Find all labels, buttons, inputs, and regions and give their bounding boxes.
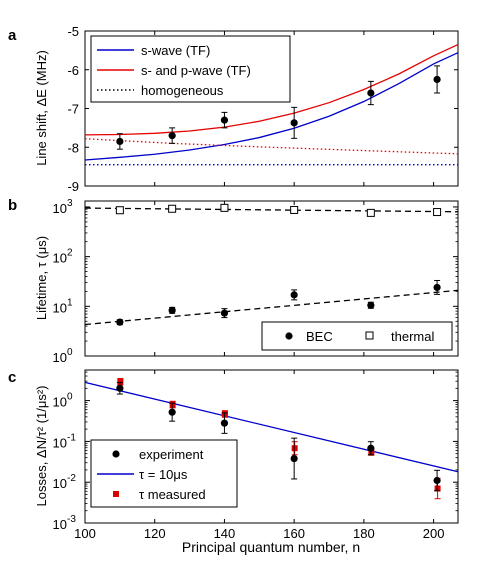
panel-c-ylabel: Losses, ΔN/τ² (1/μs²)	[34, 386, 49, 507]
panel-a: -9 -8 -7 -6 -5 a Line shift, ΔE (MHz) s-wave…	[8, 24, 459, 194]
panel-c-label: c	[8, 369, 16, 386]
x-axis-label: Principal quantum number, n	[182, 539, 360, 555]
data-point	[367, 89, 375, 97]
data-point	[433, 75, 441, 84]
experiment-point	[433, 476, 441, 485]
panel-b-legend: BEC thermal	[261, 321, 453, 351]
legend-tau10-label: τ = 10μs	[139, 467, 188, 482]
thermal-point	[366, 208, 375, 217]
x-tick-label: 200	[423, 526, 445, 541]
y-tick-label: 10	[53, 251, 67, 266]
panel-b-legend-box	[261, 321, 453, 351]
y-tick-label: -5	[67, 24, 79, 39]
bec-point	[116, 318, 124, 326]
bec-point	[433, 283, 441, 292]
y-tick-label: 10	[53, 435, 67, 450]
panel-c-legend: experiment τ = 10μs τ measured	[90, 439, 238, 508]
panel-a-ylabel: Line shift, ΔE (MHz)	[34, 50, 49, 166]
y-tick-label: 10	[53, 476, 67, 491]
bec-point	[220, 309, 229, 317]
y-tick-exponent: 0	[67, 347, 73, 358]
y-tick-label: -6	[67, 63, 79, 78]
bec-point	[367, 301, 375, 309]
legend-bec-marker	[285, 332, 293, 340]
legend-spwave-label: s- and p-wave (TF)	[141, 63, 251, 78]
experiment-point	[168, 408, 176, 416]
y-tick-exponent: -3	[67, 514, 76, 525]
y-tick-label: -9	[67, 179, 79, 194]
y-tick-label: -7	[67, 102, 79, 117]
panel-a-legend: s-wave (TF) s- and p-wave (TF) homogeneo…	[90, 35, 291, 103]
legend-tau-measured-marker	[113, 491, 119, 497]
x-tick-label: 160	[283, 526, 305, 541]
y-tick-exponent: 3	[67, 198, 73, 209]
bec-point	[168, 306, 176, 314]
y-tick-label: -8	[67, 140, 79, 155]
x-tick-label: 100	[74, 526, 96, 541]
experiment-point	[116, 384, 124, 392]
x-tick-label: 180	[353, 526, 375, 541]
x-tick-labels: 100 120 140 160 180 200	[74, 526, 444, 541]
tau10-fit-line	[84, 381, 459, 473]
panel-a-legend-box	[90, 35, 291, 103]
legend-homogeneous-label: homogeneous	[141, 83, 224, 98]
bec-fit-line	[84, 289, 459, 326]
data-point	[220, 116, 229, 124]
x-tick-label: 120	[144, 526, 166, 541]
y-tick-exponent: 2	[67, 248, 73, 259]
panel-b-ylabel: Lifetime, τ (μs)	[34, 236, 49, 320]
y-tick-exponent: -2	[67, 473, 76, 484]
y-tick-exponent: 0	[67, 392, 73, 403]
y-tick-label: 10	[53, 517, 67, 532]
legend-experiment-label: experiment	[139, 447, 204, 462]
thermal-point	[433, 208, 442, 217]
tau-measured-point	[117, 378, 124, 385]
y-tick-label: 10	[53, 350, 67, 365]
y-tick-label: 10	[53, 300, 67, 315]
bec-point	[290, 291, 298, 299]
y-tick-exponent: -1	[67, 432, 76, 443]
thermal-point	[168, 204, 177, 213]
legend-thermal-marker	[365, 331, 374, 340]
legend-tau-measured-label: τ measured	[139, 487, 206, 502]
thermal-point	[220, 203, 229, 212]
y-tick-label: 10	[53, 201, 67, 216]
legend-experiment-marker	[112, 450, 120, 458]
thermal-fit-line	[84, 207, 459, 213]
x-tick-label: 140	[214, 526, 236, 541]
experiment-point	[290, 454, 298, 463]
data-point	[168, 132, 176, 140]
data-point	[116, 137, 124, 146]
experiment-point	[367, 444, 375, 452]
thermal-point	[290, 205, 299, 214]
legend-bec-label: BEC	[306, 329, 333, 344]
series-line	[84, 52, 459, 161]
panel-a-label: a	[8, 27, 17, 44]
y-tick-exponent: 1	[67, 297, 73, 308]
panel-a-plot-area: -9 -8 -7 -6 -5	[67, 24, 459, 194]
y-tick-label: 10	[53, 395, 67, 410]
data-point	[290, 119, 298, 127]
thermal-point	[115, 206, 124, 215]
panel-b-label: b	[8, 197, 17, 214]
legend-thermal-label: thermal	[391, 329, 434, 344]
legend-swave-label: s-wave (TF)	[141, 43, 210, 58]
experiment-point	[220, 419, 229, 427]
series-line	[84, 43, 459, 136]
